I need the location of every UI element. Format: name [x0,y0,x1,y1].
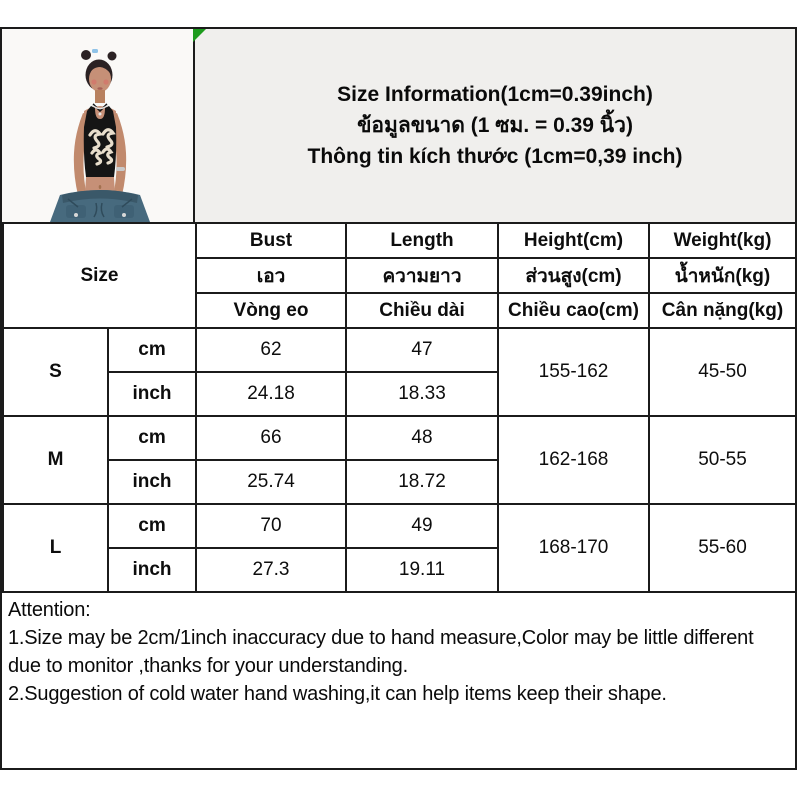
col-bust-vi: Vòng eo [195,292,347,329]
m-length-cm: 48 [345,415,499,461]
col-bust-th: เอว [195,257,347,294]
col-height-vi: Chiều cao(cm) [497,292,650,329]
size-l-cell: L [2,503,109,593]
model-photo [2,29,195,222]
s-bust-cm: 62 [195,327,347,373]
s-length-cm: 47 [345,327,499,373]
l-bust-inch: 27.3 [195,547,347,593]
s-weight-range: 45-50 [648,327,797,417]
model-illustration [2,29,193,222]
l-bust-cm: 70 [195,503,347,549]
title-english: Size Information(1cm=0.39inch) [337,83,653,106]
size-header-cell: Size [2,222,197,329]
col-length-en: Length [345,222,499,259]
attention-note-2: 2.Suggestion of cold water hand washing,… [8,683,667,705]
m-weight-range: 50-55 [648,415,797,505]
col-length-th: ความยาว [345,257,499,294]
size-info-title-box: Size Information(1cm=0.39inch) ข้อมูลขนา… [193,29,795,222]
table-row: inch 24.18 18.33 [3,371,796,417]
green-corner-icon [193,29,206,42]
unit-cm-label: cm [107,327,197,373]
size-chart-content: Size Information(1cm=0.39inch) ข้อมูลขนา… [0,27,797,770]
table-row: S cm 62 47 155-162 45-50 [2,327,797,417]
m-length-inch: 18.72 [345,459,499,505]
s-height-range: 155-162 [497,327,650,417]
unit-inch-label: inch [107,547,197,593]
l-length-cm: 49 [345,503,499,549]
table-row: inch 27.3 19.11 [3,547,796,593]
attention-label: Attention: [8,599,91,621]
attention-notes: Attention: 1.Size may be 2cm/1inch inacc… [2,593,795,770]
m-height-range: 162-168 [497,415,650,505]
unit-cm-label: cm [107,503,197,549]
s-length-inch: 18.33 [345,371,499,417]
col-weight-en: Weight(kg) [648,222,797,259]
size-m-cell: M [2,415,109,505]
title-vietnamese: Thông tin kích thước (1cm=0,39 inch) [307,145,683,168]
size-table: Size Bust Length Height(cm) Weight(kg) เ… [2,222,797,593]
unit-cm-label: cm [107,415,197,461]
attention-note-1: 1.Size may be 2cm/1inch inaccuracy due t… [8,627,754,677]
title-thai: ข้อมูลขนาด (1 ซม. = 0.39 นิ้ว) [357,114,633,137]
size-s-cell: S [2,327,109,417]
col-bust-en: Bust [195,222,347,259]
col-weight-vi: Cân nặng(kg) [648,292,797,329]
unit-inch-label: inch [107,459,197,505]
unit-inch-label: inch [107,371,197,417]
s-bust-inch: 24.18 [195,371,347,417]
l-weight-range: 55-60 [648,503,797,593]
top-section: Size Information(1cm=0.39inch) ข้อมูลขนา… [2,29,795,222]
l-length-inch: 19.11 [345,547,499,593]
col-height-en: Height(cm) [497,222,650,259]
table-row: M cm 66 48 162-168 50-55 [2,415,797,505]
m-bust-cm: 66 [195,415,347,461]
m-bust-inch: 25.74 [195,459,347,505]
col-weight-th: น้ำหนัก(kg) [648,257,797,294]
table-row: inch 25.74 18.72 [3,459,796,505]
col-height-th: ส่วนสูง(cm) [497,257,650,294]
table-row: L cm 70 49 168-170 55-60 [2,503,797,593]
col-length-vi: Chiều dài [345,292,499,329]
l-height-range: 168-170 [497,503,650,593]
